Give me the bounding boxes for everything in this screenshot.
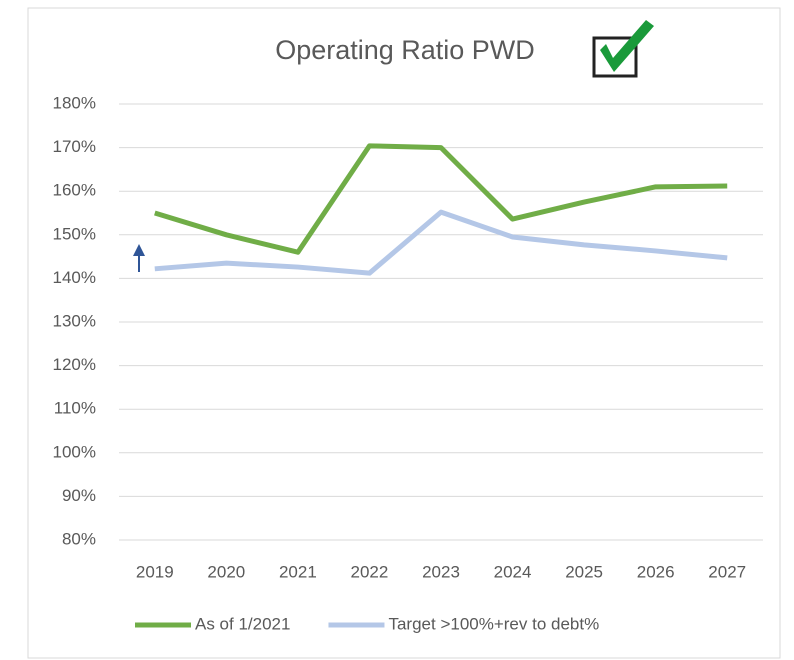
check-icon	[580, 16, 668, 92]
legend-label: As of 1/2021	[195, 614, 290, 633]
chart-title: Operating Ratio PWD	[275, 35, 535, 65]
y-tick-label: 160%	[53, 181, 96, 200]
y-tick-label: 170%	[53, 137, 96, 156]
x-tick-label: 2026	[637, 562, 675, 581]
x-tick-label: 2020	[207, 562, 245, 581]
y-tick-label: 140%	[53, 268, 96, 287]
x-tick-label: 2019	[136, 562, 174, 581]
x-tick-label: 2024	[494, 562, 532, 581]
x-tick-label: 2025	[565, 562, 603, 581]
series-line	[154, 143, 728, 255]
x-tick-label: 2023	[422, 562, 460, 581]
y-tick-label: 90%	[62, 486, 96, 505]
series-line	[154, 209, 728, 276]
y-tick-label: 110%	[54, 399, 96, 418]
x-tick-label: 2027	[708, 562, 746, 581]
y-tick-label: 120%	[53, 355, 96, 374]
y-tick-label: 100%	[53, 442, 96, 461]
y-tick-label: 180%	[53, 93, 96, 112]
x-tick-label: 2021	[279, 562, 317, 581]
y-tick-label: 150%	[53, 224, 96, 243]
arrow-icon	[133, 244, 145, 272]
legend-label: Target >100%+rev to debt%	[388, 614, 599, 633]
y-tick-label: 80%	[62, 529, 96, 548]
chart-frame	[27, 7, 781, 659]
x-tick-label: 2022	[351, 562, 389, 581]
y-tick-label: 130%	[53, 311, 96, 330]
